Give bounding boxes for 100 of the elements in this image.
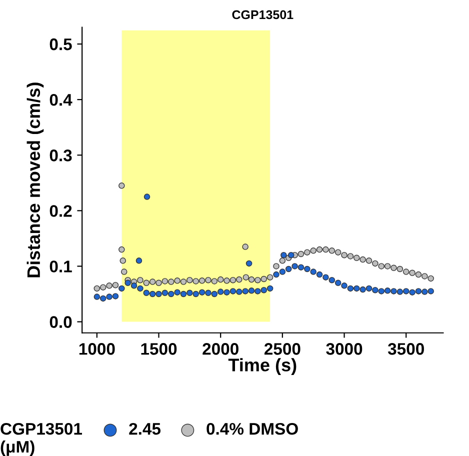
point bbox=[130, 282, 138, 289]
point bbox=[428, 288, 434, 294]
point bbox=[149, 278, 156, 285]
point bbox=[328, 276, 336, 284]
y-tick-label: 0.2 bbox=[50, 205, 72, 217]
point bbox=[354, 254, 360, 262]
point bbox=[347, 285, 354, 292]
point bbox=[162, 290, 168, 296]
point bbox=[112, 293, 119, 300]
point bbox=[192, 278, 199, 284]
point bbox=[298, 250, 304, 258]
point bbox=[124, 280, 131, 286]
point bbox=[409, 289, 416, 296]
point bbox=[254, 288, 261, 294]
y-tick-label: 0.5 bbox=[50, 38, 72, 50]
point bbox=[120, 258, 126, 264]
point bbox=[174, 289, 180, 296]
point bbox=[224, 278, 230, 284]
point bbox=[242, 244, 248, 250]
point bbox=[384, 288, 391, 294]
legend-title: CGP13501 (μM) bbox=[0, 422, 82, 456]
x-tick-label: 2000 bbox=[202, 343, 238, 355]
point bbox=[174, 278, 180, 284]
point bbox=[322, 246, 329, 253]
y-tick-label: 0.3 bbox=[50, 150, 72, 162]
point bbox=[384, 263, 391, 270]
point bbox=[198, 289, 206, 296]
point bbox=[288, 252, 294, 258]
x-tick-label: 3000 bbox=[326, 343, 362, 355]
point bbox=[217, 276, 224, 283]
point bbox=[266, 285, 274, 292]
point bbox=[100, 295, 106, 302]
point bbox=[273, 263, 280, 270]
point bbox=[316, 246, 323, 253]
legend-label: 2.45 bbox=[129, 422, 161, 435]
point bbox=[328, 248, 336, 254]
point bbox=[106, 282, 112, 289]
point bbox=[360, 256, 366, 263]
point bbox=[230, 276, 236, 284]
point bbox=[198, 278, 206, 284]
point bbox=[347, 253, 354, 260]
point bbox=[378, 288, 384, 294]
point bbox=[304, 266, 310, 272]
point bbox=[372, 286, 378, 294]
point bbox=[279, 268, 286, 275]
point bbox=[354, 285, 360, 292]
point bbox=[224, 289, 230, 296]
point bbox=[334, 280, 342, 286]
point bbox=[360, 286, 366, 293]
point bbox=[144, 194, 150, 200]
y-tick-label: 0.4 bbox=[50, 94, 72, 106]
point bbox=[396, 266, 404, 272]
point bbox=[112, 282, 119, 288]
point bbox=[254, 276, 261, 284]
point bbox=[304, 249, 310, 256]
point bbox=[149, 290, 156, 298]
point bbox=[273, 271, 280, 278]
point bbox=[248, 288, 255, 294]
y-tick-label: 0.1 bbox=[50, 260, 72, 272]
point bbox=[168, 290, 174, 298]
point bbox=[242, 274, 250, 280]
point bbox=[422, 288, 428, 295]
point bbox=[186, 290, 193, 296]
point bbox=[156, 280, 162, 286]
y-axis-title: Distance moved (cm/s) bbox=[26, 82, 44, 278]
point bbox=[279, 258, 286, 264]
point bbox=[211, 290, 218, 298]
point bbox=[402, 268, 410, 275]
point bbox=[322, 274, 329, 280]
point bbox=[137, 276, 144, 284]
legend-label: 0.4% DMSO bbox=[206, 422, 298, 435]
point bbox=[415, 271, 422, 278]
point bbox=[334, 249, 342, 256]
y-tick-label: 0.0 bbox=[50, 316, 72, 328]
point bbox=[162, 278, 168, 284]
point bbox=[137, 285, 144, 292]
point bbox=[192, 290, 199, 298]
point bbox=[118, 182, 125, 189]
x-tick-label: 3500 bbox=[388, 343, 424, 355]
point bbox=[118, 246, 125, 253]
point bbox=[280, 252, 287, 258]
point bbox=[242, 288, 248, 294]
point bbox=[310, 248, 316, 254]
point bbox=[378, 263, 384, 270]
point bbox=[106, 294, 112, 300]
point bbox=[211, 278, 218, 284]
point bbox=[217, 288, 224, 295]
point bbox=[230, 288, 236, 294]
point bbox=[180, 278, 187, 285]
point bbox=[260, 276, 268, 282]
point bbox=[100, 284, 106, 290]
chart-title: CGP13501 bbox=[232, 10, 294, 20]
point bbox=[415, 288, 422, 294]
point bbox=[205, 276, 212, 284]
point bbox=[409, 270, 416, 276]
x-tick-label: 1500 bbox=[141, 343, 177, 355]
x-tick-label: 2500 bbox=[264, 343, 300, 355]
point bbox=[180, 290, 187, 298]
x-tick-label: 1000 bbox=[79, 343, 115, 355]
point bbox=[390, 264, 397, 272]
